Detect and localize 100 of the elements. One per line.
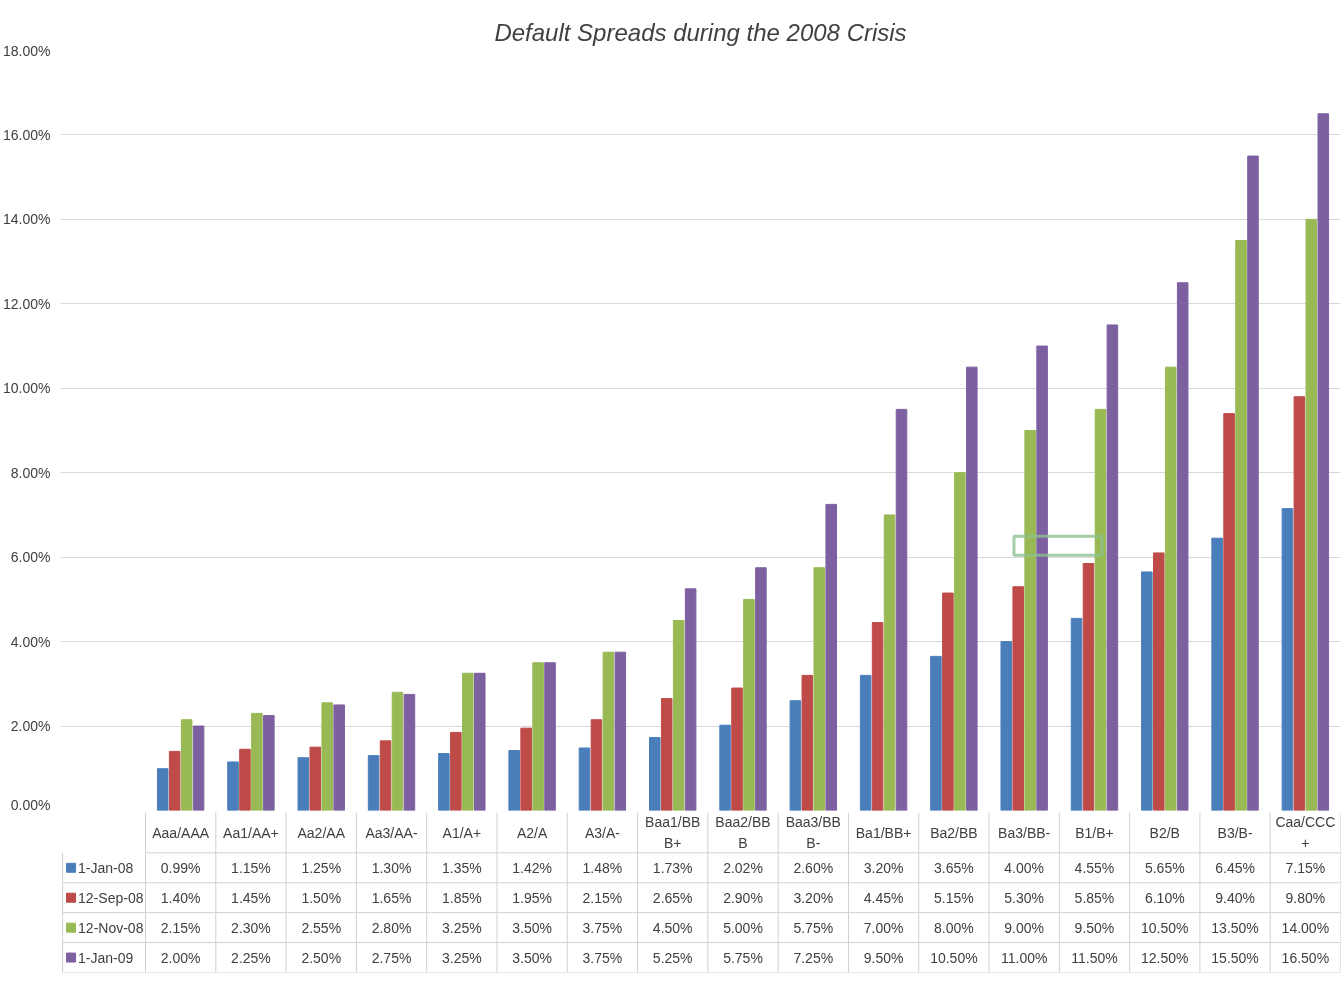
data-label: 3.75% xyxy=(582,949,623,966)
bar xyxy=(743,598,755,811)
data-label: 10.50% xyxy=(1141,919,1189,936)
data-label: 1.45% xyxy=(231,889,271,906)
bar xyxy=(1223,413,1235,811)
y-tick-label: 14.00% xyxy=(3,211,51,228)
bar xyxy=(1070,617,1083,811)
data-label: 7.15% xyxy=(1285,859,1326,876)
legend-label: 12-Sep-08 xyxy=(78,889,144,906)
data-label: 1.65% xyxy=(371,889,412,906)
bar xyxy=(672,620,685,811)
bar xyxy=(1141,571,1153,811)
x-tick-label: B3/B- xyxy=(1217,824,1253,841)
data-label: 9.50% xyxy=(863,949,904,966)
data-label: 5.00% xyxy=(723,919,763,936)
data-label: 1.50% xyxy=(301,889,342,906)
data-label: 1.48% xyxy=(582,859,623,876)
bar xyxy=(1000,641,1013,811)
x-tick-label: Ba3/BB- xyxy=(998,824,1051,841)
data-label: 11.00% xyxy=(1000,949,1048,966)
data-label: 7.25% xyxy=(793,949,834,966)
data-label: 3.65% xyxy=(934,859,974,876)
legend-label: 12-Nov-08 xyxy=(78,919,144,936)
bar xyxy=(1164,366,1177,811)
bar xyxy=(966,366,978,811)
x-tick-label: B2/B xyxy=(1149,824,1180,841)
data-label: 0.99% xyxy=(160,859,201,876)
data-label: 9.50% xyxy=(1074,919,1115,936)
data-label: 2.25% xyxy=(231,949,271,966)
bar xyxy=(1293,396,1306,811)
y-tick-label: 16.00% xyxy=(3,126,51,143)
data-label: 8.00% xyxy=(934,919,974,936)
data-label: 4.55% xyxy=(1074,859,1115,876)
x-tick-label: A3/A- xyxy=(584,824,621,841)
y-tick-label: 18.00% xyxy=(3,42,51,59)
data-label: 2.65% xyxy=(652,889,693,906)
bar xyxy=(801,674,814,811)
bar xyxy=(731,687,743,811)
bar xyxy=(1024,430,1036,811)
data-label: 1.25% xyxy=(301,859,342,876)
data-label: 9.00% xyxy=(1004,919,1045,936)
bar xyxy=(367,755,380,811)
bar xyxy=(1247,155,1259,811)
data-label: 2.60% xyxy=(793,859,834,876)
bar xyxy=(719,724,731,811)
bar xyxy=(590,719,603,811)
legend-label: 1-Jan-08 xyxy=(78,859,134,876)
bar xyxy=(1235,240,1247,811)
data-label: 1.40% xyxy=(160,889,201,906)
data-label: 12.50% xyxy=(1141,949,1189,966)
data-label: 5.75% xyxy=(723,949,763,966)
data-label: 5.85% xyxy=(1074,889,1115,906)
bar xyxy=(1036,345,1048,811)
bar xyxy=(578,747,591,811)
bar xyxy=(895,408,908,811)
bar xyxy=(1281,508,1294,811)
data-label: 6.10% xyxy=(1144,889,1185,906)
data-label: 14.00% xyxy=(1281,919,1330,936)
bar xyxy=(239,748,251,811)
bar xyxy=(192,725,205,811)
bar xyxy=(532,662,544,811)
bar xyxy=(438,753,450,811)
data-label: 5.15% xyxy=(934,889,974,906)
bar xyxy=(263,715,275,811)
bar xyxy=(379,740,392,811)
legend-label: 1-Jan-09 xyxy=(78,949,134,966)
bar xyxy=(649,736,661,811)
y-tick-label: 10.00% xyxy=(3,380,51,397)
data-label: 1.85% xyxy=(441,889,482,906)
x-tick-label: Aa3/AA- xyxy=(365,824,418,841)
x-tick-label: B1/B+ xyxy=(1075,824,1114,841)
bar xyxy=(825,503,837,811)
bar xyxy=(1012,586,1024,811)
data-label: 1.95% xyxy=(512,889,552,906)
bar xyxy=(602,651,615,811)
x-tick-label: A1/A+ xyxy=(442,824,482,841)
bar xyxy=(1305,218,1318,811)
data-label: 6.45% xyxy=(1215,859,1255,876)
data-label: 3.75% xyxy=(582,919,623,936)
bar xyxy=(462,672,474,811)
bar xyxy=(297,757,310,811)
x-tick-label: Baa2/BBB xyxy=(715,814,771,852)
data-label: 2.30% xyxy=(231,919,271,936)
bar xyxy=(859,674,872,811)
data-label: 5.75% xyxy=(793,919,834,936)
data-label: 4.45% xyxy=(863,889,904,906)
bar xyxy=(333,704,345,811)
data-label: 3.25% xyxy=(441,949,482,966)
bar xyxy=(942,592,954,811)
y-tick-label: 6.00% xyxy=(10,549,51,566)
data-label: 10.50% xyxy=(930,949,978,966)
bar xyxy=(227,761,239,811)
bar xyxy=(871,622,884,811)
y-tick-label: 12.00% xyxy=(3,295,51,312)
data-label: 3.20% xyxy=(793,889,834,906)
data-label: 3.50% xyxy=(512,919,552,936)
data-label: 3.25% xyxy=(441,919,482,936)
x-tick-label: Aa2/AA xyxy=(297,824,346,841)
data-label: 2.90% xyxy=(723,889,763,906)
x-tick-label: Baa3/BBB- xyxy=(785,814,841,852)
